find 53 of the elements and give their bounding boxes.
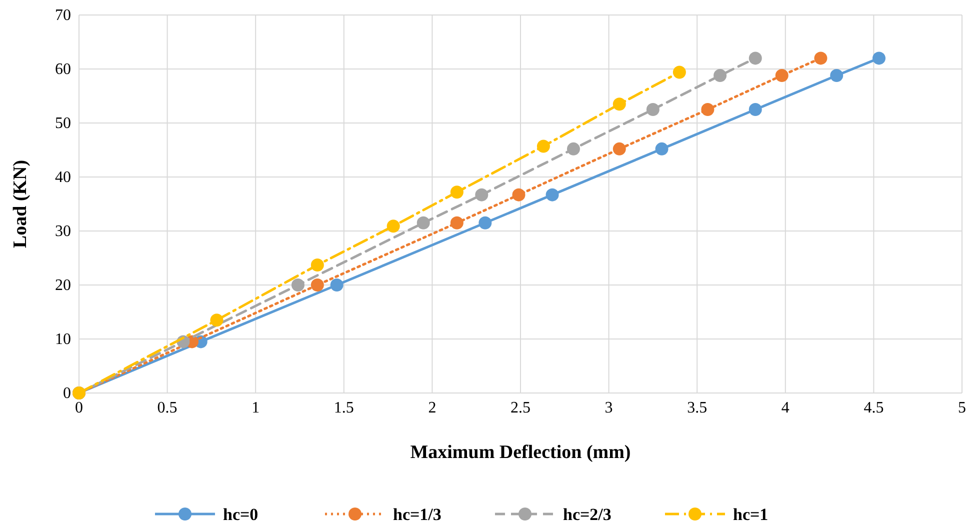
point <box>814 52 828 65</box>
point <box>701 103 714 116</box>
y-tick-label: 70 <box>55 7 71 24</box>
point <box>546 188 559 202</box>
y-tick-label: 0 <box>63 385 71 402</box>
point <box>612 142 626 156</box>
point <box>512 188 526 202</box>
point <box>330 278 344 292</box>
point <box>416 216 430 230</box>
point <box>655 142 668 156</box>
legend-label: hc=1/3 <box>393 505 442 524</box>
x-tick-label: 3 <box>604 399 613 416</box>
point <box>478 216 492 230</box>
point <box>748 103 762 116</box>
point <box>310 258 324 272</box>
point <box>672 66 686 79</box>
legend-label: hc=0 <box>223 505 258 524</box>
point <box>475 188 488 202</box>
x-tick-label: 3.5 <box>687 399 708 416</box>
x-tick-label: 1 <box>252 399 260 416</box>
point <box>386 220 400 233</box>
point <box>612 98 626 111</box>
legend-label: hc=2/3 <box>563 505 612 524</box>
point <box>450 216 464 230</box>
point <box>830 68 844 82</box>
point <box>714 68 727 82</box>
x-tick-label: 1.5 <box>334 399 354 416</box>
point <box>775 68 788 82</box>
x-tick-label: 2.5 <box>510 399 530 416</box>
x-tick-label: 0 <box>75 399 83 416</box>
x-axis-title: Maximum Deflection (mm) <box>410 442 631 463</box>
legend-label: hc=1 <box>733 505 768 524</box>
x-tick-label: 2 <box>428 399 436 416</box>
point <box>210 314 224 327</box>
point <box>566 142 580 156</box>
x-tick-label: 5 <box>958 399 966 416</box>
point <box>450 186 464 199</box>
x-tick-label: 4.5 <box>864 399 884 416</box>
point <box>748 52 762 65</box>
x-tick-label: 4 <box>781 399 790 416</box>
point <box>646 103 660 116</box>
point <box>291 278 304 292</box>
y-tick-label: 50 <box>55 115 71 132</box>
point <box>536 140 550 153</box>
y-tick-label: 20 <box>55 277 71 294</box>
x-tick-label: 0.5 <box>157 399 178 416</box>
y-tick-label: 30 <box>55 223 71 240</box>
y-tick-label: 10 <box>55 331 71 348</box>
point <box>872 52 886 65</box>
y-tick-label: 60 <box>55 61 71 78</box>
point <box>310 278 324 292</box>
y-axis-title: Load (KN) <box>10 160 31 248</box>
y-tick-label: 40 <box>55 169 71 186</box>
